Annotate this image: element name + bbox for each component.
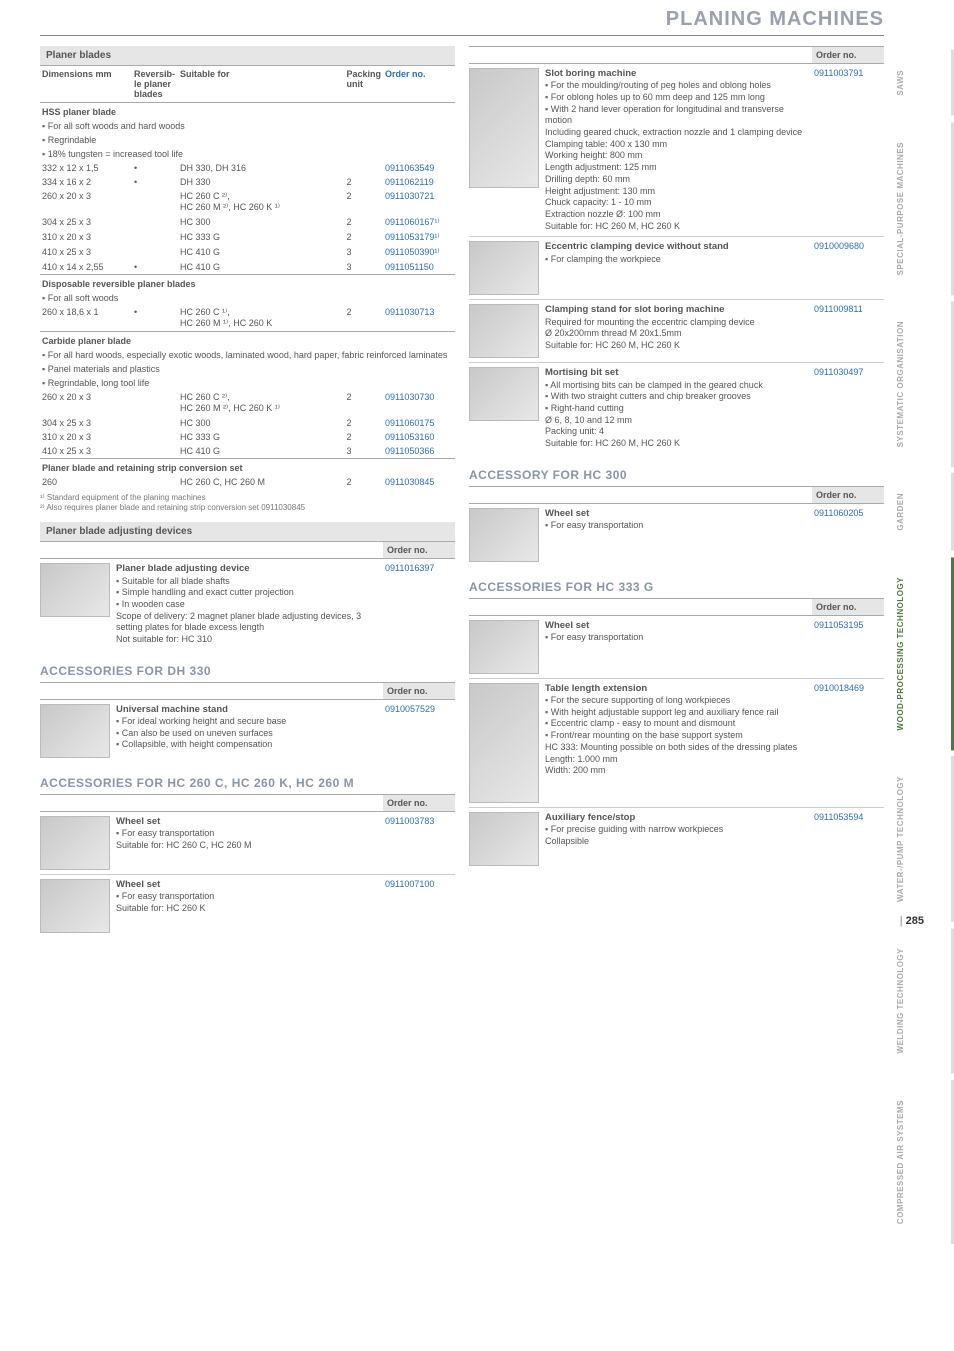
order-number: 0911007100: [383, 879, 455, 933]
order-number: 0910009680: [812, 241, 884, 295]
product-thumb: [469, 367, 539, 421]
side-tab[interactable]: GARDEN: [894, 473, 954, 551]
product-text: Auxiliary fence/stopFor precise guiding …: [545, 812, 806, 866]
blades-table: Dimensions mm Reversib- le planer blades…: [40, 65, 455, 489]
product-row: Wheel setFor easy transportationSuitable…: [40, 875, 455, 937]
th-orderno: Order no.: [383, 66, 455, 103]
product-text: Wheel setFor easy transportationSuitable…: [116, 879, 377, 933]
order-number: 0911053195: [812, 620, 884, 674]
product-text: Universal machine standFor ideal working…: [116, 704, 377, 758]
side-tab[interactable]: SYSTEMATIC ORGANISATION: [894, 301, 954, 467]
blades-tbody: HSS planer bladeFor all soft woods and h…: [40, 103, 455, 490]
order-number: 0911053594: [812, 812, 884, 866]
right-top-items: Slot boring machineFor the moulding/rout…: [469, 64, 884, 454]
product-text: Clamping stand for slot boring machineRe…: [545, 304, 806, 358]
heading-hc300: ACCESSORY FOR HC 300: [469, 468, 884, 482]
product-thumb: [469, 812, 539, 866]
order-label: Order no.: [812, 47, 884, 63]
product-row: Clamping stand for slot boring machineRe…: [469, 300, 884, 363]
side-tabs: SAWSSPECIAL-PURPOSE MACHINESSYSTEMATIC O…: [894, 50, 954, 1244]
product-thumb: [469, 620, 539, 674]
product-row: Auxiliary fence/stopFor precise guiding …: [469, 808, 884, 870]
hc333g-items: Wheel setFor easy transportation09110531…: [469, 616, 884, 870]
order-label: Order no.: [812, 599, 884, 615]
product-row: Table length extensionFor the secure sup…: [469, 679, 884, 808]
page-number: 285: [900, 915, 924, 927]
side-tab[interactable]: COMPRESSED AIR SYSTEMS: [894, 1080, 954, 1244]
product-thumb: [469, 304, 539, 358]
section-header-adjusting: Planer blade adjusting devices: [40, 522, 455, 541]
product-row: Wheel setFor easy transportationSuitable…: [40, 812, 455, 875]
order-row-adjusting: Order no.: [40, 541, 455, 559]
product-thumb: [469, 241, 539, 295]
page-title: PLANING MACHINES: [0, 0, 954, 35]
order-number: 0911060205: [812, 508, 884, 562]
order-label: Order no.: [383, 542, 455, 558]
order-number: 0911003783: [383, 816, 455, 870]
product-thumb: [40, 816, 110, 870]
order-label: Order no.: [383, 795, 455, 811]
left-column: Planer blades Dimensions mm Reversib- le…: [40, 46, 455, 937]
dh330-items: Universal machine standFor ideal working…: [40, 700, 455, 762]
side-tab[interactable]: SPECIAL-PURPOSE MACHINES: [894, 122, 954, 295]
product-row: Planer blade adjusting deviceSuitable fo…: [40, 559, 455, 649]
heading-hc260: ACCESSORIES FOR HC 260 C, HC 260 K, HC 2…: [40, 776, 455, 790]
th-dimensions: Dimensions mm: [40, 66, 132, 103]
order-number: 0911030497: [812, 367, 884, 449]
product-text: Wheel setFor easy transportation: [545, 508, 806, 562]
side-tab[interactable]: WATER-/PUMP TECHNOLOGY: [894, 756, 954, 922]
side-tab[interactable]: WOOD-PROCESSING TECHNOLOGY: [894, 557, 954, 750]
order-number: 0911016397: [383, 563, 455, 645]
order-label: Order no.: [383, 683, 455, 699]
heading-hc333g: ACCESSORIES FOR HC 333 G: [469, 580, 884, 594]
product-row: Mortising bit setAll mortising bits can …: [469, 363, 884, 453]
title-rule: [40, 35, 884, 36]
order-row-righttop: Order no.: [469, 46, 884, 64]
product-row: Wheel setFor easy transportation09110531…: [469, 616, 884, 679]
right-column: Order no. Slot boring machineFor the mou…: [469, 46, 884, 937]
product-row: Eccentric clamping device without standF…: [469, 237, 884, 300]
heading-dh330: ACCESSORIES FOR DH 330: [40, 664, 455, 678]
hc260-items: Wheel setFor easy transportationSuitable…: [40, 812, 455, 937]
product-thumb: [40, 879, 110, 933]
side-tab[interactable]: WELDING TECHNOLOGY: [894, 928, 954, 1073]
order-row-dh330: Order no.: [40, 682, 455, 700]
order-row-hc260: Order no.: [40, 794, 455, 812]
order-number: 0911003791: [812, 68, 884, 232]
product-thumb: [469, 508, 539, 562]
order-label: Order no.: [812, 487, 884, 503]
product-row: Universal machine standFor ideal working…: [40, 700, 455, 762]
order-number: 0910018469: [812, 683, 884, 803]
content-columns: Planer blades Dimensions mm Reversib- le…: [0, 46, 954, 937]
product-text: Mortising bit setAll mortising bits can …: [545, 367, 806, 449]
blades-footnotes: ¹⁾ Standard equipment of the planing mac…: [40, 493, 455, 512]
product-text: Planer blade adjusting deviceSuitable fo…: [116, 563, 377, 645]
product-thumb: [469, 68, 539, 188]
product-text: Slot boring machineFor the moulding/rout…: [545, 68, 806, 232]
th-packing: Packing unit: [344, 66, 383, 103]
product-text: Wheel setFor easy transportation: [545, 620, 806, 674]
order-number: 0911009811: [812, 304, 884, 358]
order-number: 0910057529: [383, 704, 455, 758]
th-reversible: Reversib- le planer blades: [132, 66, 178, 103]
order-row-hc333g: Order no.: [469, 598, 884, 616]
adjusting-items: Planer blade adjusting deviceSuitable fo…: [40, 559, 455, 649]
product-thumb: [40, 704, 110, 758]
product-row: Wheel setFor easy transportation09110602…: [469, 504, 884, 566]
side-tab[interactable]: SAWS: [894, 50, 954, 116]
product-thumb: [40, 563, 110, 617]
hc300-items: Wheel setFor easy transportation09110602…: [469, 504, 884, 566]
section-header-blades: Planer blades: [40, 46, 455, 65]
order-row-hc300: Order no.: [469, 486, 884, 504]
product-text: Eccentric clamping device without standF…: [545, 241, 806, 295]
product-row: Slot boring machineFor the moulding/rout…: [469, 64, 884, 237]
product-text: Wheel setFor easy transportationSuitable…: [116, 816, 377, 870]
product-thumb: [469, 683, 539, 803]
th-suitable: Suitable for: [178, 66, 344, 103]
product-text: Table length extensionFor the secure sup…: [545, 683, 806, 803]
